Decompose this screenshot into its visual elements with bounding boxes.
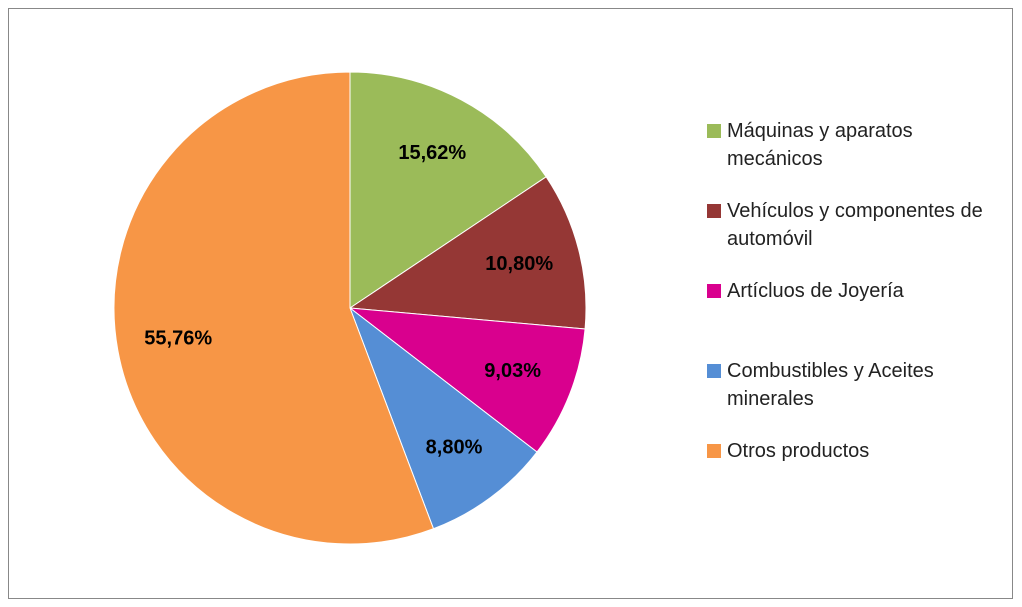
pie-slice [348,306,538,530]
legend-swatch [707,204,721,218]
data-label: 15,62% [398,142,466,164]
legend-label: Máquinas y aparatos mecánicos [727,120,913,170]
data-label: 55,76% [144,328,212,350]
data-label: 8,80% [426,437,483,459]
legend-swatch [707,284,721,298]
pie-slice [113,71,435,545]
legend-swatch [707,364,721,378]
legend-label: Otros productos [727,440,870,462]
pie-slice [348,307,586,453]
legend-label: Combustibles y Aceites minerales [727,360,934,410]
legend-label: Vehículos y componentes de automóvil [727,200,983,250]
legend-label: Artícluos de Joyería [727,280,904,302]
legend-swatch [707,124,721,138]
pie-slice [349,71,547,309]
pie-slice [348,176,587,330]
data-label: 10,80% [485,253,553,275]
legend-swatch [707,444,721,458]
data-label: 9,03% [484,360,541,382]
